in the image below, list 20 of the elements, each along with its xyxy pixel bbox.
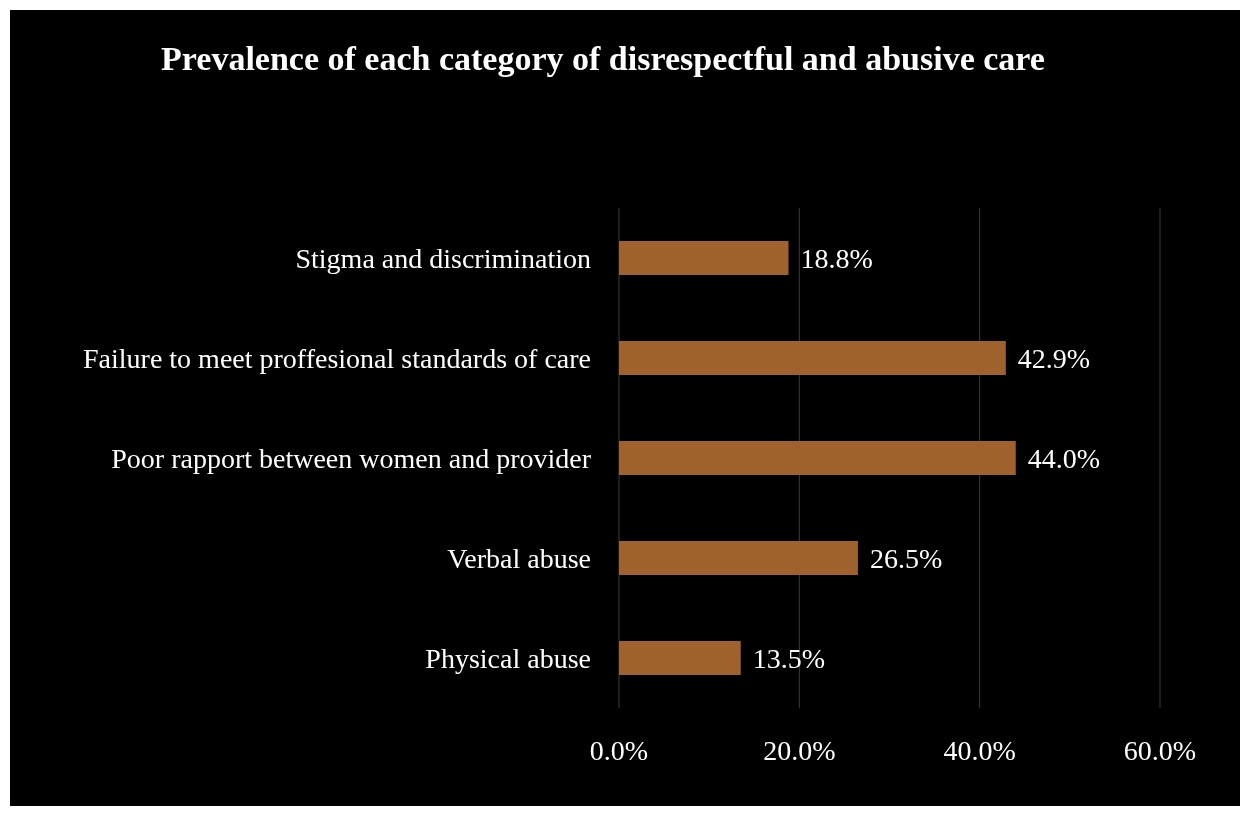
y-tick-label: Physical abuse <box>425 642 591 674</box>
y-tick-label: Stigma and discrimination <box>295 242 591 274</box>
bar <box>619 241 789 275</box>
data-label: 42.9% <box>1017 342 1091 374</box>
y-tick-label: Verbal abuse <box>447 542 591 574</box>
bar <box>619 341 1006 375</box>
data-label: 44.0% <box>1027 442 1101 474</box>
y-tick-label: Failure to meet proffesional standards of care <box>83 342 591 374</box>
data-label: 26.5% <box>869 542 943 574</box>
x-tick-label: 40.0% <box>943 735 1016 766</box>
bar <box>619 541 858 575</box>
x-tick-label: 60.0% <box>1123 735 1197 766</box>
data-label: 18.8% <box>800 242 873 274</box>
x-tick-label: 0.0% <box>589 735 649 766</box>
chart-title: Prevalence of each category of disrespectful and abusive care <box>161 40 1045 77</box>
data-label: 13.5% <box>752 642 826 674</box>
x-tick-label: 20.0% <box>763 735 836 766</box>
bar <box>619 441 1016 475</box>
bar <box>619 641 741 675</box>
y-tick-label: Poor rapport between women and provider <box>111 442 592 474</box>
